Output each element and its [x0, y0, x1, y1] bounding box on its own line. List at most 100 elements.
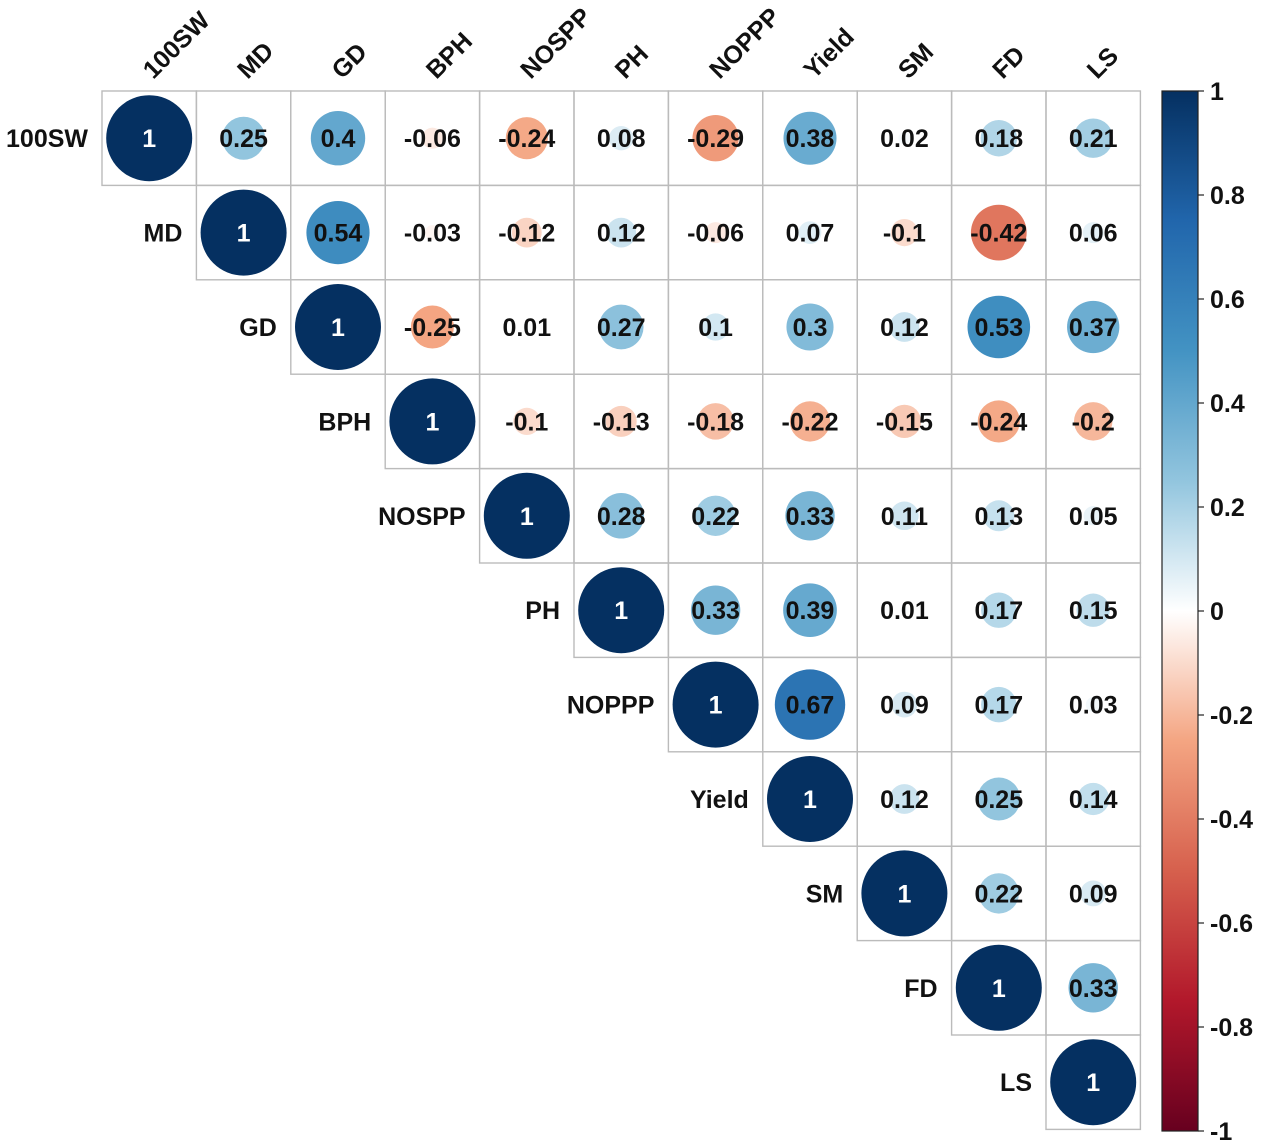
correlation-value: -0.06: [687, 220, 744, 248]
correlation-value: 0.12: [880, 786, 929, 814]
correlation-value: 0.53: [974, 314, 1023, 342]
correlation-circle: [1076, 593, 1110, 627]
correlation-circle: [783, 111, 837, 165]
column-label: 100SW: [138, 6, 216, 84]
correlation-value: -0.03: [404, 220, 461, 248]
correlation-circle: [798, 221, 822, 244]
correlation-circle: [598, 304, 644, 350]
column-label-layer: 100SW MD GD BPH NOSPP PH NOPPP Yield SM FD LS: [138, 3, 1124, 85]
correlation-value: 0.1: [698, 314, 733, 342]
legend-tick-label: 1: [1210, 78, 1224, 106]
correlation-value: 0.08: [597, 125, 646, 153]
correlation-circle: [785, 491, 835, 541]
correlation-circle: [424, 225, 440, 241]
row-label: LS: [1000, 1069, 1032, 1097]
correlation-circle: [1083, 506, 1103, 526]
correlation-circle: [786, 303, 834, 351]
correlation-value: 0.3: [793, 314, 828, 342]
correlation-circle: [483, 472, 570, 559]
correlation-value: -0.12: [498, 220, 555, 248]
correlation-value: -0.1: [883, 220, 926, 248]
correlation-circle: [1085, 697, 1101, 713]
column-label: NOSPP: [515, 3, 597, 85]
column-label: NOPPP: [704, 3, 786, 85]
row-label: GD: [239, 314, 277, 342]
correlation-circle: [967, 295, 1031, 359]
correlation-circle: [511, 217, 542, 248]
correlation-value: 0.09: [1069, 880, 1118, 908]
correlation-circle: [306, 201, 370, 265]
correlation-value: -0.13: [593, 408, 650, 436]
circle-layer: [106, 95, 1137, 1126]
correlation-circle: [767, 756, 853, 842]
correlation-value: 0.03: [1069, 692, 1118, 720]
correlation-circle: [692, 115, 739, 162]
correlation-value: 0.28: [597, 503, 646, 531]
row-label: MD: [144, 220, 183, 248]
correlation-value: 0.05: [1069, 503, 1118, 531]
correlation-value: -0.06: [404, 125, 461, 153]
correlation-value: -0.22: [782, 408, 839, 436]
correlation-value: -0.1: [505, 408, 548, 436]
row-label: BPH: [318, 408, 371, 436]
correlation-value: 0.15: [1069, 597, 1118, 625]
column-label: MD: [232, 37, 279, 84]
correlation-circle: [981, 592, 1017, 628]
correlation-circle: [977, 400, 1020, 443]
correlation-value: 0.18: [974, 125, 1023, 153]
correlation-value: 1: [803, 786, 817, 814]
correlation-value: 0.02: [880, 125, 929, 153]
grid-layer: [101, 90, 1142, 1131]
correlation-value: 0.17: [974, 597, 1023, 625]
correlation-value: 0.21: [1069, 125, 1118, 153]
correlation-value: 0.12: [880, 314, 929, 342]
correlation-value: 0.12: [597, 220, 646, 248]
correlation-circle: [410, 305, 454, 349]
row-label-layer: 100SW MD GD BPH NOSPP PH NOPPP Yield SM FD LS: [6, 125, 1032, 1097]
correlation-circle: [106, 95, 193, 182]
correlation-circle: [513, 407, 541, 435]
correlation-value: 0.38: [786, 125, 835, 153]
column-label: FD: [987, 41, 1030, 84]
correlation-circle: [890, 219, 918, 247]
correlation-circle: [690, 585, 741, 635]
correlation-value: 0.27: [597, 314, 646, 342]
column-label: Yield: [798, 23, 859, 84]
correlation-circle: [705, 222, 727, 244]
correlation-circle: [890, 501, 919, 531]
legend-tick-label: -0.2: [1210, 702, 1253, 730]
row-label: SM: [806, 880, 844, 908]
correlation-circle: [889, 784, 920, 814]
correlation-circle: [1050, 1039, 1137, 1126]
correlation-value: -0.24: [970, 408, 1027, 436]
correlation-value: 0.13: [974, 503, 1023, 531]
correlation-circle: [200, 189, 287, 276]
correlation-value: 1: [237, 220, 251, 248]
correlation-value: 1: [142, 125, 156, 153]
correlation-value: 0.06: [1069, 220, 1118, 248]
correlation-value: 0.01: [880, 597, 929, 625]
correlation-circle: [421, 127, 443, 149]
correlation-value: 1: [897, 880, 911, 908]
legend-tick-label: -0.8: [1210, 1014, 1253, 1042]
correlation-circle: [1067, 300, 1120, 354]
correlation-circle: [672, 661, 759, 748]
color-legend-bar: [1161, 90, 1199, 1132]
correlation-circle: [861, 850, 948, 937]
column-label: LS: [1082, 42, 1124, 84]
correlation-circle: [578, 567, 665, 654]
correlation-value: 1: [331, 314, 345, 342]
grid-cell: [1045, 1034, 1142, 1131]
column-label: GD: [326, 38, 372, 84]
correlation-circle: [598, 493, 644, 539]
correlation-value: 0.33: [691, 597, 740, 625]
correlation-value: 1: [425, 408, 439, 436]
legend-tick-label: -0.6: [1210, 910, 1253, 938]
correlation-circle: [783, 583, 837, 638]
correlation-value: 0.11: [881, 503, 928, 531]
correlation-circle: [789, 401, 831, 442]
correlation-value: 0.25: [219, 125, 268, 153]
correlation-value: 1: [709, 692, 723, 720]
correlation-circle: [900, 605, 909, 615]
correlation-circle: [774, 669, 846, 740]
